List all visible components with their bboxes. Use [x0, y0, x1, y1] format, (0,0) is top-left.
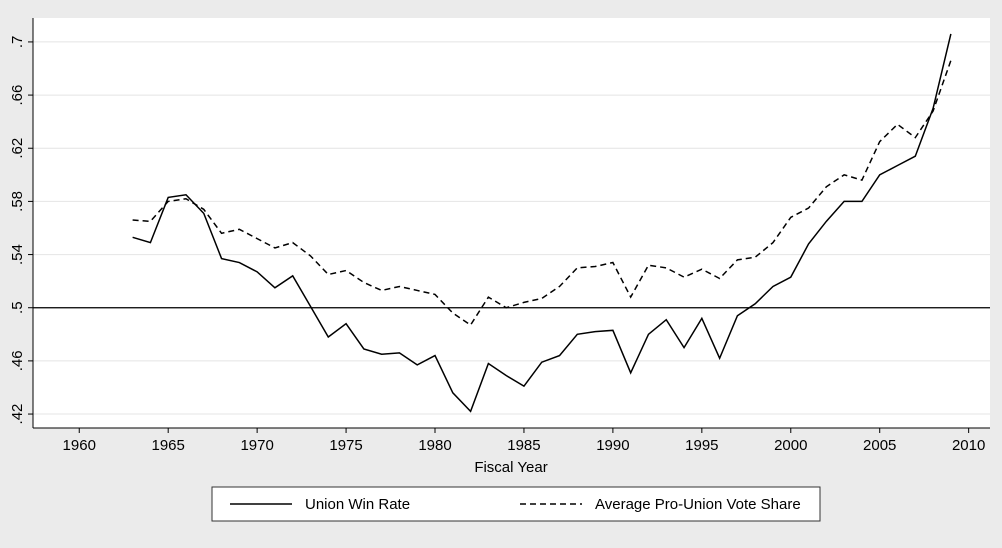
legend-label: Union Win Rate	[305, 496, 410, 513]
x-tick-label: 1960	[63, 437, 96, 454]
x-tick-label: 1990	[596, 437, 629, 454]
x-axis-title: Fiscal Year	[474, 459, 547, 476]
series-line	[132, 60, 952, 327]
y-tick-label: .7	[9, 36, 26, 49]
y-tick-label: .54	[9, 244, 26, 265]
legend-label: Average Pro-Union Vote Share	[595, 496, 801, 513]
legend	[211, 486, 821, 522]
plot-area	[33, 18, 990, 428]
x-tick-label: 2005	[863, 437, 896, 454]
x-tick-label: 1980	[418, 437, 451, 454]
series-line	[132, 33, 952, 413]
x-tick-label: 1985	[507, 437, 540, 454]
x-tick-label: 1975	[329, 437, 362, 454]
x-tick-label: 1995	[685, 437, 718, 454]
y-tick-label: .46	[9, 350, 26, 371]
y-tick-label: .42	[9, 404, 26, 425]
x-tick-label: 2000	[774, 437, 807, 454]
y-tick-label: .5	[9, 301, 26, 314]
y-tick-label: .58	[9, 191, 26, 212]
x-tick-label: 2010	[952, 437, 985, 454]
y-tick-label: .62	[9, 138, 26, 159]
x-tick-label: 1970	[240, 437, 273, 454]
x-tick-label: 1965	[152, 437, 185, 454]
y-tick-label: .66	[9, 85, 26, 106]
